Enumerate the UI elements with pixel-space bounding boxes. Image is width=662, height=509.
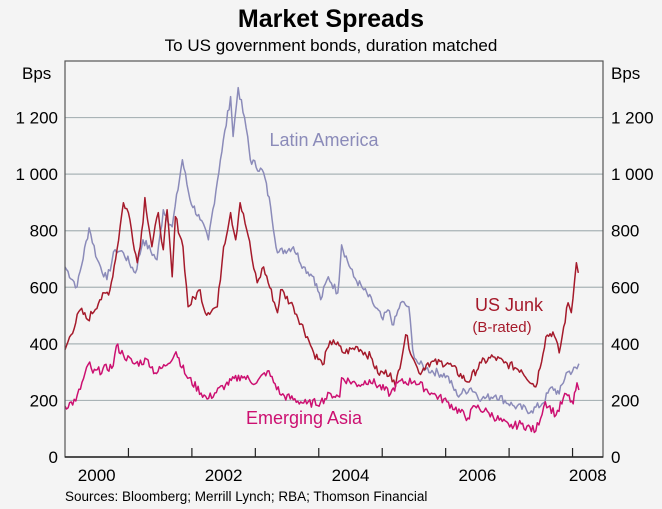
y-tick-label-right: 600: [611, 278, 639, 297]
y-axis-unit-right: Bps: [611, 64, 640, 83]
y-tick-label-right: 800: [611, 222, 639, 241]
y-axis-unit-left: Bps: [22, 64, 51, 83]
y-tick-label-left: 600: [30, 278, 58, 297]
chart-subtitle: To US government bonds, duration matched: [165, 36, 498, 55]
y-tick-label-right: 1 200: [611, 109, 654, 128]
series-labels: Latin America US Junk (B-rated) Emerging As…: [246, 130, 544, 428]
series-label: (B-rated): [472, 319, 531, 336]
y-tick-label-right: 1 000: [611, 165, 654, 184]
series-lines: [64, 86, 580, 434]
y-tick-label-left: 1 200: [15, 109, 58, 128]
x-tick-label: 2008: [569, 466, 607, 485]
series-label: US Junk: [475, 295, 544, 315]
chart-title: Market Spreads: [238, 5, 424, 33]
y-tick-label-right: 400: [611, 335, 639, 354]
x-tick-label: 2006: [458, 466, 496, 485]
x-tick-label: 2000: [78, 466, 116, 485]
y-tick-label-left: 1 000: [15, 165, 58, 184]
source-note: Sources: Bloomberg; Merrill Lynch; RBA; …: [65, 489, 427, 504]
y-tick-label-left: 0: [49, 448, 58, 467]
y-tick-label-left: 800: [30, 222, 58, 241]
tick-labels: 0 0 200 200 400 400 600 600 800 800 1 000 1 000 1 20…: [15, 109, 653, 485]
y-tick-label-left: 200: [30, 391, 58, 410]
x-tick-label: 2004: [332, 466, 370, 485]
series-line-us-junk-b-rated: [64, 196, 580, 388]
series-line-emerging-asia: [64, 343, 580, 434]
y-tick-label-right: 200: [611, 391, 639, 410]
y-tick-label-left: 400: [30, 335, 58, 354]
x-tick-label: 2002: [205, 466, 243, 485]
y-tick-label-right: 0: [611, 448, 620, 467]
series-label: Emerging Asia: [246, 408, 363, 428]
series-label: Latin America: [269, 130, 379, 150]
series-line-latin-america: [64, 86, 580, 415]
